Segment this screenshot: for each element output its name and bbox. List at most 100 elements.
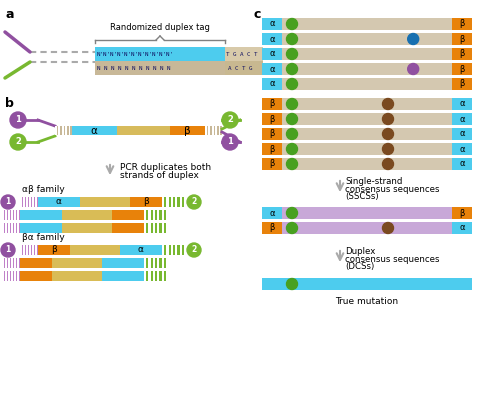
Circle shape bbox=[382, 222, 393, 234]
Text: β: β bbox=[458, 50, 464, 58]
Bar bbox=[95, 61, 224, 75]
Circle shape bbox=[286, 18, 297, 30]
Circle shape bbox=[186, 195, 201, 209]
Bar bbox=[262, 48, 471, 60]
Text: β: β bbox=[269, 224, 274, 232]
Bar bbox=[55, 126, 57, 135]
Circle shape bbox=[407, 34, 418, 44]
Text: 1: 1 bbox=[226, 138, 232, 146]
Bar bbox=[8, 271, 9, 281]
Bar bbox=[208, 126, 210, 135]
Text: a: a bbox=[5, 8, 14, 21]
Circle shape bbox=[286, 222, 297, 234]
Bar bbox=[215, 126, 217, 135]
Bar bbox=[262, 222, 471, 234]
Bar bbox=[11, 271, 13, 281]
Bar bbox=[451, 143, 471, 155]
Bar bbox=[8, 210, 9, 220]
Bar bbox=[148, 258, 150, 268]
Bar bbox=[224, 47, 263, 61]
Bar bbox=[143, 223, 165, 233]
Bar bbox=[451, 48, 471, 60]
Bar bbox=[143, 210, 146, 220]
Bar bbox=[262, 78, 282, 90]
Bar bbox=[20, 245, 21, 255]
Circle shape bbox=[286, 34, 297, 44]
Bar bbox=[35, 197, 37, 207]
Circle shape bbox=[382, 128, 393, 140]
Bar bbox=[262, 98, 471, 110]
Bar bbox=[262, 207, 282, 219]
Text: βα family: βα family bbox=[22, 234, 64, 242]
Bar bbox=[65, 126, 67, 135]
Text: 2: 2 bbox=[226, 116, 232, 124]
Bar bbox=[62, 210, 112, 220]
Text: β: β bbox=[458, 208, 464, 218]
Text: strands of duplex: strands of duplex bbox=[120, 172, 199, 180]
Bar bbox=[23, 197, 24, 207]
Bar bbox=[143, 271, 165, 281]
Bar bbox=[262, 48, 282, 60]
Bar bbox=[2, 223, 3, 233]
Bar bbox=[262, 143, 282, 155]
Bar bbox=[224, 61, 263, 75]
Bar bbox=[179, 245, 182, 255]
Circle shape bbox=[382, 158, 393, 170]
Text: 1: 1 bbox=[5, 246, 11, 254]
Text: β: β bbox=[458, 34, 464, 44]
Bar bbox=[148, 271, 150, 281]
Bar bbox=[162, 197, 183, 207]
Bar bbox=[157, 210, 159, 220]
Bar bbox=[262, 63, 471, 75]
Text: β: β bbox=[458, 20, 464, 28]
Bar bbox=[20, 271, 52, 281]
Text: β: β bbox=[51, 246, 57, 254]
Text: N N N N N N N N N N N: N N N N N N N N N N N bbox=[97, 66, 170, 70]
Bar bbox=[102, 271, 143, 281]
Bar bbox=[152, 223, 155, 233]
Text: consensus sequences: consensus sequences bbox=[345, 254, 439, 264]
Bar bbox=[26, 245, 27, 255]
Bar bbox=[157, 271, 159, 281]
Text: α: α bbox=[269, 64, 274, 74]
Bar bbox=[161, 210, 163, 220]
Circle shape bbox=[286, 208, 297, 218]
Bar bbox=[143, 258, 146, 268]
Text: (DCSs): (DCSs) bbox=[345, 262, 373, 270]
Bar bbox=[157, 258, 159, 268]
Bar bbox=[451, 128, 471, 140]
Bar bbox=[20, 197, 38, 207]
Circle shape bbox=[186, 243, 201, 257]
Bar bbox=[2, 210, 3, 220]
Bar bbox=[70, 245, 120, 255]
Bar bbox=[262, 78, 471, 90]
Bar bbox=[70, 245, 120, 255]
Circle shape bbox=[1, 243, 15, 257]
Bar bbox=[5, 223, 6, 233]
Text: α: α bbox=[138, 246, 143, 254]
Circle shape bbox=[1, 195, 15, 209]
Circle shape bbox=[286, 64, 297, 74]
Text: α: α bbox=[458, 100, 464, 108]
Circle shape bbox=[286, 98, 297, 110]
Circle shape bbox=[286, 278, 297, 290]
Bar bbox=[148, 223, 150, 233]
Circle shape bbox=[10, 112, 26, 128]
Bar bbox=[20, 210, 62, 220]
Bar bbox=[218, 126, 220, 135]
Bar bbox=[262, 18, 282, 30]
Text: Duplex: Duplex bbox=[345, 248, 375, 256]
Bar bbox=[262, 63, 282, 75]
Text: β: β bbox=[143, 198, 148, 206]
Text: c: c bbox=[252, 8, 260, 21]
Bar bbox=[62, 223, 112, 233]
Bar bbox=[102, 258, 143, 268]
Bar bbox=[204, 126, 222, 135]
Bar bbox=[62, 223, 112, 233]
Bar bbox=[95, 47, 224, 61]
Bar bbox=[2, 258, 20, 268]
Bar bbox=[5, 271, 6, 281]
Bar bbox=[29, 197, 30, 207]
Bar bbox=[26, 197, 27, 207]
Bar bbox=[262, 18, 471, 30]
